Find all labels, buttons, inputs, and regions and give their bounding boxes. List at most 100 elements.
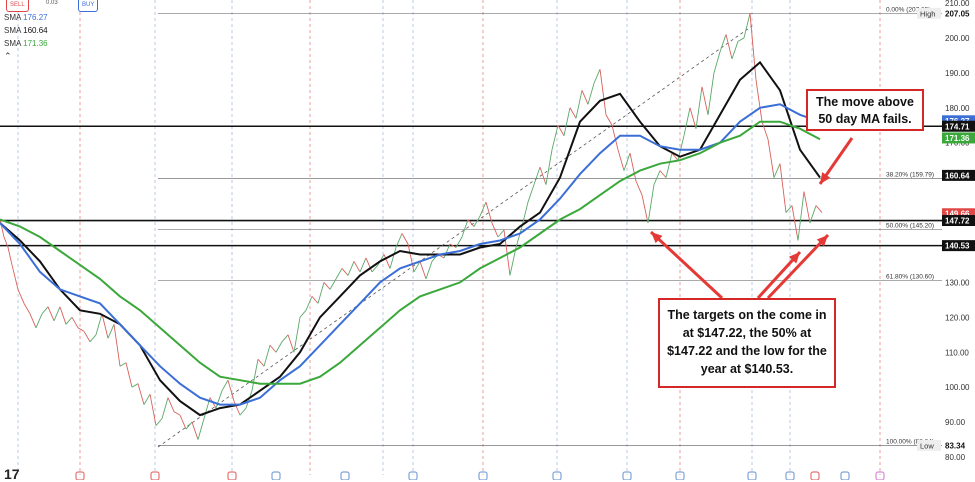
moving-averages	[0, 60, 821, 417]
price-segment	[587, 83, 595, 105]
price-segment	[611, 125, 619, 150]
spread-value: 0.03	[46, 0, 58, 6]
trend-line	[157, 25, 753, 448]
price-segment	[815, 205, 823, 213]
price-segment	[533, 167, 541, 185]
price-segment	[719, 34, 727, 53]
legend-sma-3[interactable]: SMA 171.36	[4, 39, 48, 48]
collapse-legend-icon[interactable]: ⌃	[4, 51, 12, 61]
price-segment	[809, 205, 817, 224]
price-segment	[185, 421, 193, 430]
event-marker	[75, 471, 85, 480]
price-badge-label: 149.66	[945, 210, 970, 219]
price-segment	[179, 414, 187, 430]
price-segment	[101, 313, 109, 339]
event-marker	[840, 471, 850, 480]
buy-button[interactable]: BUY	[78, 0, 99, 12]
price-segment	[737, 37, 745, 42]
price-badge-tag	[917, 7, 941, 19]
price-badge	[942, 215, 975, 227]
price-segment	[311, 296, 319, 304]
price-segment	[647, 184, 655, 224]
legend-sma-1[interactable]: SMA 176.27	[4, 13, 48, 22]
price-segment	[143, 393, 151, 405]
price-segment	[365, 257, 373, 273]
price-segment	[683, 107, 691, 136]
price-segment	[749, 13, 757, 80]
price-badge	[942, 208, 975, 220]
indicator-legend: SMA 176.27 SMA 160.64 SMA 171.36 ⌃	[4, 0, 48, 63]
event-marker	[271, 471, 281, 480]
tradingview-logo: 17	[4, 466, 20, 482]
sell-button[interactable]: SELL	[6, 0, 29, 12]
price-segment	[317, 282, 325, 304]
price-segment	[659, 170, 667, 178]
event-marker	[408, 471, 418, 480]
y-tick-label: 200.00	[945, 34, 970, 43]
legend-sma-2[interactable]: SMA 160.64	[4, 26, 48, 35]
price-segment	[329, 278, 337, 290]
price-segment	[653, 170, 661, 185]
price-segment	[803, 191, 811, 224]
y-tick-label: 120.00	[945, 313, 970, 322]
price-segment	[275, 341, 283, 353]
price-segment	[83, 331, 91, 342]
annotation-arrows	[649, 137, 854, 300]
price-segment	[491, 222, 499, 238]
fib-level-label: 50.00% (145.20)	[886, 222, 934, 229]
fib-level-label: 38.20% (159.79)	[886, 171, 934, 178]
price-segment	[3, 236, 9, 248]
price-segment	[761, 121, 769, 140]
price-segment	[41, 306, 49, 315]
price-badge-label: 171.36	[945, 134, 970, 143]
price-segment	[305, 296, 313, 311]
price-badge-label: 160.64	[945, 171, 970, 180]
price-segment	[239, 407, 247, 416]
price-segment	[383, 254, 391, 269]
price-segment	[419, 261, 427, 280]
price-segment	[113, 324, 121, 367]
arrow-ma-fail	[818, 137, 854, 185]
price-segment	[173, 411, 181, 416]
price-segment	[341, 268, 349, 276]
price-segment	[281, 334, 289, 343]
price-badge-tag-label: High	[920, 9, 935, 18]
price-segment	[713, 51, 721, 73]
event-marker	[478, 471, 488, 480]
price-segment	[11, 264, 19, 290]
price-segment	[671, 152, 679, 161]
price-segment	[635, 180, 643, 196]
price-segment	[215, 390, 223, 409]
y-tick-label: 180.00	[945, 104, 970, 113]
price-segment	[779, 163, 787, 213]
price-segment	[449, 243, 457, 248]
price-segment	[227, 380, 235, 402]
fibonacci-levels: 0.00% (207.05) 38.20% (159.79) 50.00% (145…	[158, 6, 942, 446]
price-segment	[323, 282, 331, 290]
price-segment	[467, 219, 475, 227]
arrow-shaft	[766, 233, 830, 300]
price-segment	[59, 306, 67, 325]
price-segment	[221, 379, 229, 391]
price-segment	[605, 114, 613, 126]
price-segment	[17, 289, 25, 304]
price-segment	[35, 313, 43, 328]
price-segment	[53, 306, 61, 321]
price-badge	[942, 240, 975, 252]
arrow-target-1	[649, 230, 724, 300]
price-segment	[563, 107, 571, 136]
price-segment	[755, 79, 763, 122]
price-segment	[785, 205, 793, 213]
price-segment	[371, 264, 379, 273]
price-badge	[942, 7, 975, 19]
price-segment	[167, 397, 175, 412]
price-segment	[47, 306, 55, 321]
callout-targets: The targets on the come in at $147.22, t…	[658, 298, 836, 388]
price-series	[0, 13, 823, 440]
price-segment	[665, 153, 673, 178]
event-marker	[747, 471, 757, 480]
price-segment	[155, 418, 163, 426]
price-segment	[191, 421, 199, 440]
y-tick-label: 210.00	[945, 0, 970, 8]
price-segment	[767, 139, 775, 178]
